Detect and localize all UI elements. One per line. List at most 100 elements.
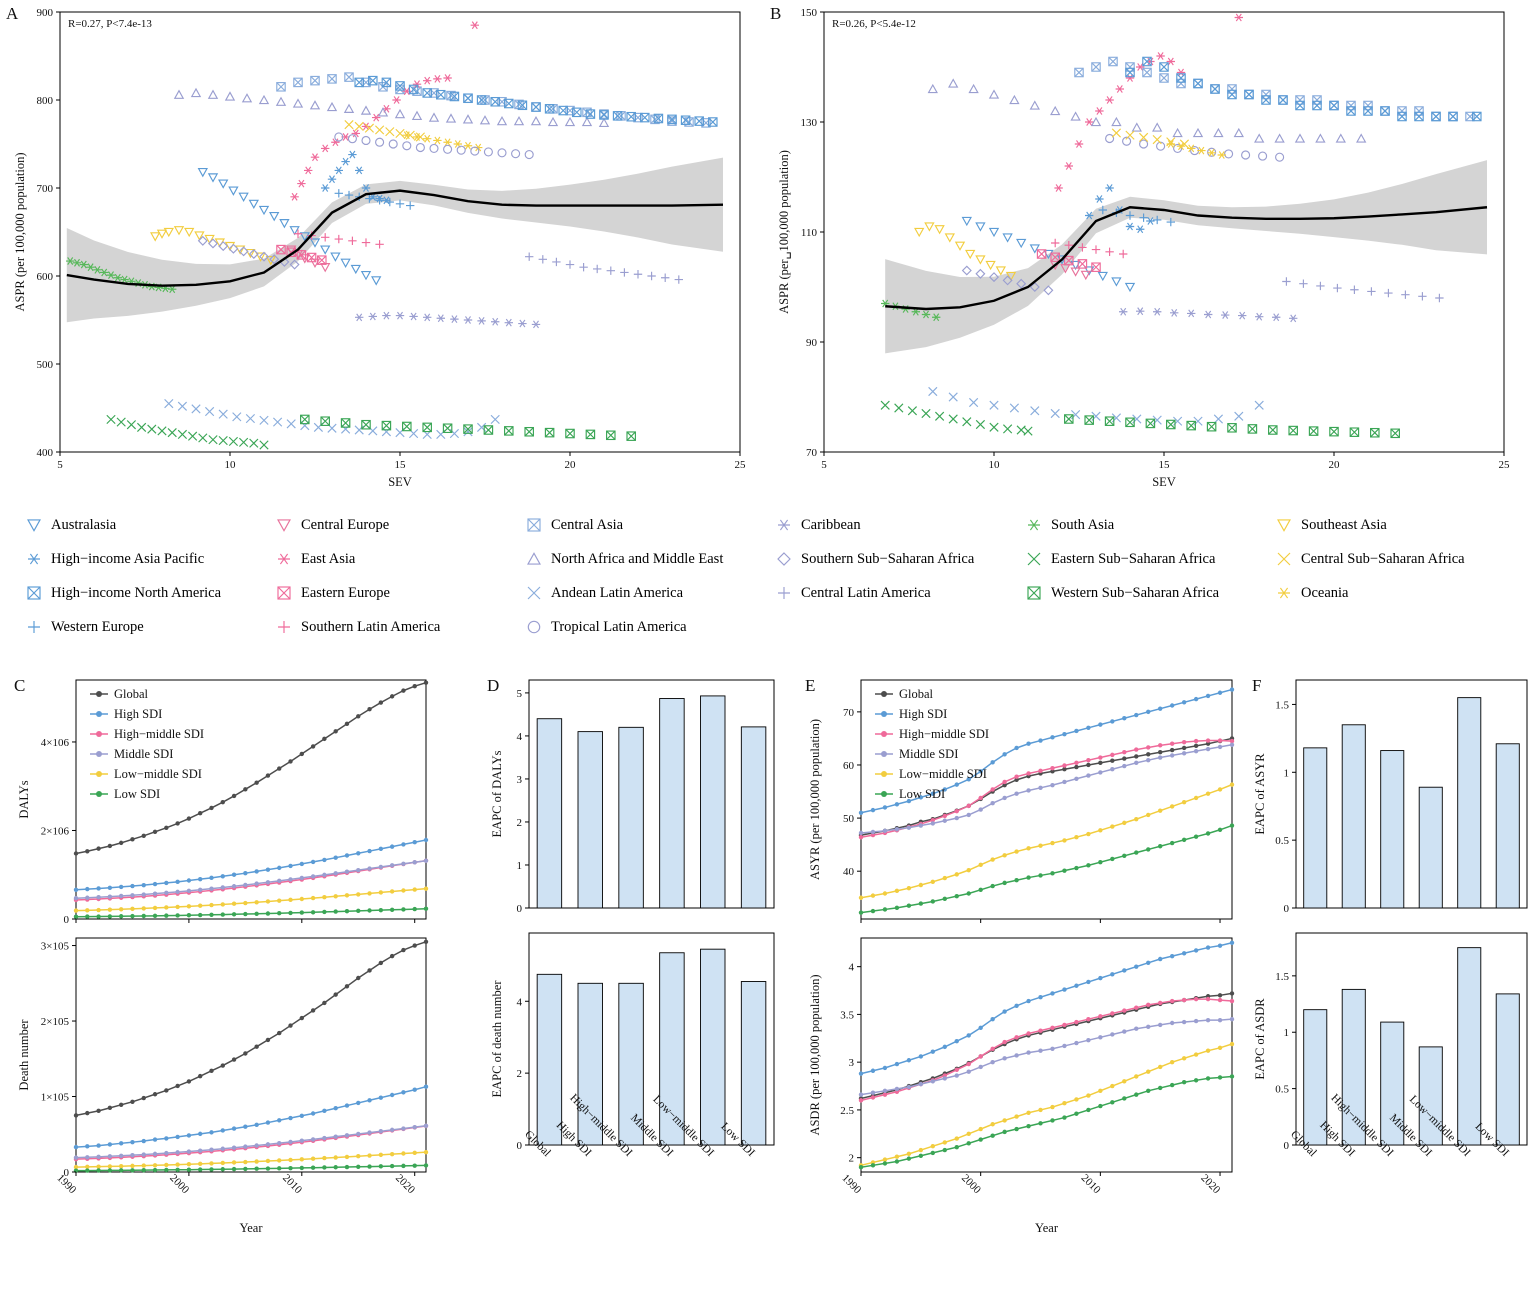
region-legend-item: Southeast Asia (1274, 508, 1524, 542)
bar (536, 718, 563, 909)
y-tick-label: 4 (517, 996, 523, 1008)
data-marker (1097, 271, 1108, 282)
sdi-legend-label: Middle SDI (114, 747, 173, 761)
data-marker (443, 144, 453, 154)
data-marker (1111, 128, 1122, 138)
data-marker (1105, 247, 1114, 256)
y-tick-label: 1.5 (1275, 699, 1289, 711)
data-marker (694, 116, 704, 126)
plot-frame (1295, 932, 1528, 1146)
plot-frame (528, 679, 775, 909)
data-marker (1380, 106, 1390, 116)
panel-letter-d: D (487, 676, 500, 695)
data-marker (1234, 13, 1243, 22)
panel-letter-e: E (805, 676, 816, 695)
data-marker (190, 87, 202, 98)
data-marker (1238, 311, 1247, 320)
legend-spacer (774, 617, 794, 637)
data-marker (989, 400, 999, 410)
data-marker (1268, 425, 1278, 435)
data-marker (191, 404, 201, 414)
sdi-legend-label: Low SDI (899, 787, 945, 801)
data-marker (1288, 425, 1298, 436)
data-marker (436, 89, 446, 100)
data-marker (470, 21, 479, 30)
bar (740, 726, 767, 909)
data-marker (593, 264, 602, 274)
data-marker (113, 273, 122, 282)
region-legend-item: Western Sub−Saharan Africa (1024, 576, 1274, 610)
data-marker (1224, 149, 1234, 159)
legend-marker-icon (278, 553, 290, 565)
data-marker (1119, 307, 1128, 316)
data-marker (327, 74, 337, 84)
data-marker (928, 386, 938, 397)
region-legend-label: Western Sub−Saharan Africa (1051, 584, 1220, 601)
data-marker (1213, 127, 1224, 138)
data-marker (364, 123, 375, 133)
data-marker (1346, 106, 1356, 116)
x-axis-label: SEV (1152, 475, 1176, 489)
data-marker (361, 135, 371, 146)
data-marker (86, 263, 95, 272)
panel-letter-c: C (14, 676, 26, 695)
data-marker (1009, 403, 1020, 413)
sdi-legend-item (90, 691, 108, 697)
y-tick-label: 70 (843, 707, 855, 719)
data-marker (106, 271, 116, 280)
region-legend-label: Central Europe (301, 516, 390, 533)
data-marker (1070, 267, 1081, 277)
data-marker (1138, 132, 1149, 143)
series-high-sdi (858, 940, 1235, 1076)
data-marker (1172, 127, 1183, 138)
data-marker (934, 225, 945, 235)
region-legend-label: East Asia (301, 550, 356, 567)
data-marker (293, 77, 303, 88)
data-marker (921, 408, 931, 419)
data-marker (1027, 586, 1041, 600)
series-southeast-asia (914, 222, 1017, 282)
data-marker (245, 413, 256, 424)
data-marker (924, 222, 935, 232)
region-legend-label: Central Sub−Saharan Africa (1301, 550, 1465, 567)
data-marker (348, 236, 357, 245)
data-marker (948, 78, 959, 88)
data-marker (1335, 133, 1346, 143)
series-eastern-sub−saharan-africa (106, 414, 269, 450)
data-marker (361, 419, 371, 430)
data-marker (116, 417, 126, 427)
data-marker (1186, 420, 1196, 431)
data-marker (1234, 411, 1244, 421)
data-marker (289, 259, 300, 270)
bar (618, 726, 644, 909)
data-marker (463, 316, 473, 324)
data-marker (177, 401, 188, 411)
x-tick-label: 2000 (167, 1172, 191, 1196)
data-marker (968, 397, 979, 408)
data-marker (1064, 241, 1073, 250)
y-tick-label: 900 (37, 7, 54, 19)
data-marker (606, 266, 615, 275)
series-middle-sdi (858, 742, 1235, 836)
data-marker (989, 422, 999, 432)
series-low-sdi (73, 906, 429, 919)
data-marker (238, 437, 249, 447)
data-marker (374, 125, 385, 135)
region-legend-item: Tropical Latin America (524, 610, 774, 644)
data-marker (1277, 552, 1291, 566)
bar (1380, 750, 1405, 909)
data-marker (187, 431, 198, 441)
data-marker (1028, 519, 1040, 531)
sdi-legend-item (90, 751, 108, 757)
data-marker (1176, 142, 1186, 151)
data-marker (1016, 238, 1027, 249)
data-marker (962, 417, 972, 427)
data-marker (777, 552, 791, 566)
data-marker (276, 82, 286, 92)
region-legend-item: Southern Sub−Saharan Africa (774, 542, 1024, 576)
sdi-legend-item (90, 711, 108, 717)
data-marker (599, 110, 609, 120)
data-marker (173, 89, 185, 99)
data-marker (198, 433, 208, 443)
data-marker (527, 518, 541, 532)
